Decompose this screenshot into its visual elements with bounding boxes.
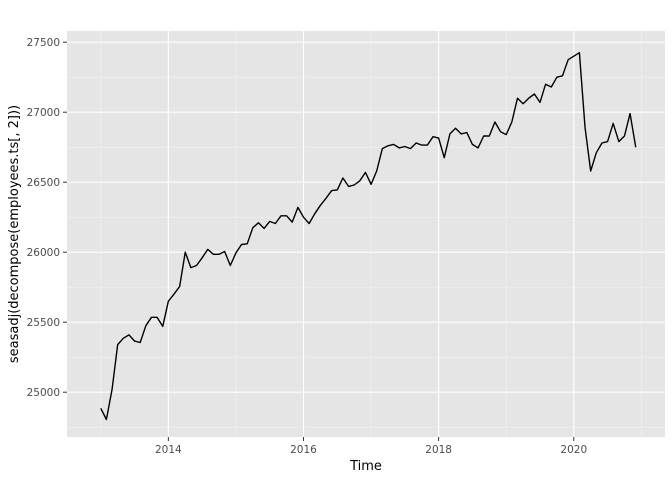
y-tick-label: 26000 bbox=[27, 247, 60, 259]
plot-panel bbox=[67, 31, 665, 437]
y-axis-title: seasadj(decompose(employees.ts[, 2])) bbox=[7, 105, 22, 363]
x-tick-label: 2020 bbox=[560, 444, 587, 456]
y-tick-label: 27500 bbox=[27, 37, 60, 49]
x-tick-label: 2014 bbox=[155, 444, 182, 456]
x-axis-title: Time bbox=[349, 459, 382, 474]
y-tick-label: 26500 bbox=[27, 177, 60, 189]
x-axis: 2014 2016 2018 2020 bbox=[155, 437, 587, 456]
y-tick-label: 25500 bbox=[27, 317, 60, 329]
y-axis: 25000 25500 26000 26500 27000 27500 bbox=[27, 37, 67, 399]
y-tick-label: 27000 bbox=[27, 107, 60, 119]
x-tick-label: 2018 bbox=[425, 444, 452, 456]
x-tick-label: 2016 bbox=[290, 444, 317, 456]
major-grid bbox=[67, 31, 665, 437]
y-tick-label: 25000 bbox=[27, 387, 60, 399]
series-line bbox=[100, 52, 637, 421]
minor-grid bbox=[67, 31, 665, 437]
